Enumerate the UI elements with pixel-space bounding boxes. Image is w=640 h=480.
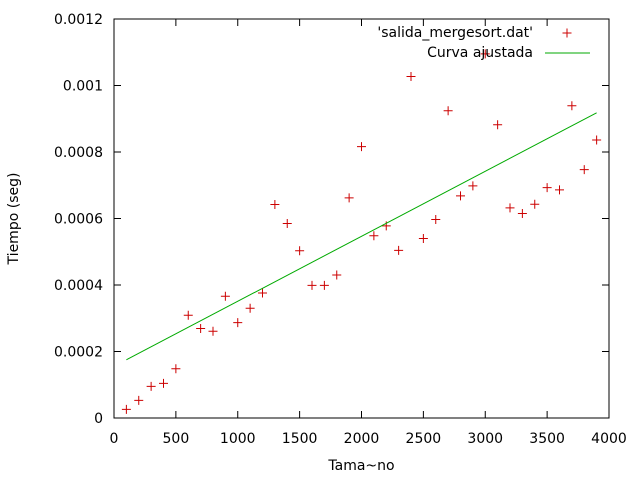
- x-axis-label: Tama~no: [327, 458, 394, 474]
- legend-label: Curva ajustada: [427, 45, 533, 61]
- data-point: [332, 270, 342, 280]
- data-point: [233, 318, 243, 328]
- data-point: [282, 218, 292, 228]
- x-tick-label: 3500: [529, 431, 565, 447]
- data-point: [555, 185, 564, 195]
- y-tick-label: 0: [94, 411, 103, 427]
- legend-label: 'salida_mergesort.dat': [377, 25, 533, 41]
- data-point: [319, 280, 329, 290]
- data-point: [542, 183, 552, 193]
- legend: 'salida_mergesort.dat' Curva ajustada: [377, 25, 590, 61]
- x-tick-label: 2000: [344, 431, 380, 447]
- x-tick-label: 3000: [467, 431, 503, 447]
- data-point: [530, 199, 540, 209]
- fit-line: [126, 112, 597, 361]
- y-tick-label: 0.0012: [54, 12, 103, 28]
- y-tick-label: 0.0002: [54, 345, 103, 361]
- data-point: [208, 326, 218, 336]
- data-point: [431, 214, 441, 224]
- series-0: [121, 49, 602, 414]
- y-tick-label: 0.0004: [54, 278, 103, 294]
- data-point: [517, 209, 527, 219]
- x-tick-label: 2500: [406, 431, 442, 447]
- series: [121, 49, 602, 414]
- data-point: [245, 303, 255, 313]
- legend-marker: [562, 28, 572, 38]
- series-1: [126, 112, 597, 361]
- axis-ticks: 0 500 1000 1500 2000 2500 3000 3500 4000 0 0.0002 0…: [54, 12, 627, 447]
- y-axis-label: Tiempo (seg): [6, 173, 22, 266]
- data-point: [307, 280, 317, 290]
- data-point: [406, 72, 416, 82]
- data-point: [146, 381, 156, 391]
- data-point: [295, 246, 305, 256]
- y-tick-label: 0.001: [63, 79, 103, 95]
- x-tick-label: 0: [110, 431, 119, 447]
- data-point: [456, 191, 465, 201]
- data-point: [121, 404, 131, 414]
- data-point: [468, 181, 478, 191]
- data-point: [134, 395, 144, 405]
- data-point: [258, 288, 267, 298]
- data-point: [505, 203, 515, 213]
- data-point: [357, 142, 366, 152]
- data-point: [183, 310, 193, 320]
- x-tick-label: 4000: [591, 431, 627, 447]
- data-point: [579, 165, 589, 175]
- plot-frame: [113, 18, 610, 419]
- data-point: [418, 233, 428, 243]
- data-point: [567, 101, 577, 111]
- x-tick-label: 1000: [220, 431, 256, 447]
- data-point: [381, 221, 391, 231]
- data-point: [196, 324, 206, 334]
- data-point: [443, 106, 453, 116]
- axes: [113, 18, 610, 419]
- data-point: [171, 364, 181, 374]
- data-point: [344, 193, 354, 203]
- data-point: [480, 49, 490, 59]
- x-tick-label: 500: [163, 431, 190, 447]
- data-point: [493, 120, 503, 130]
- data-point: [592, 135, 602, 145]
- data-point: [220, 291, 230, 301]
- data-point: [159, 378, 168, 388]
- data-point: [270, 200, 280, 210]
- y-tick-label: 0.0006: [54, 212, 103, 228]
- data-point: [394, 245, 404, 255]
- x-tick-label: 1500: [282, 431, 318, 447]
- data-point: [369, 231, 379, 241]
- y-tick-label: 0.0008: [54, 145, 103, 161]
